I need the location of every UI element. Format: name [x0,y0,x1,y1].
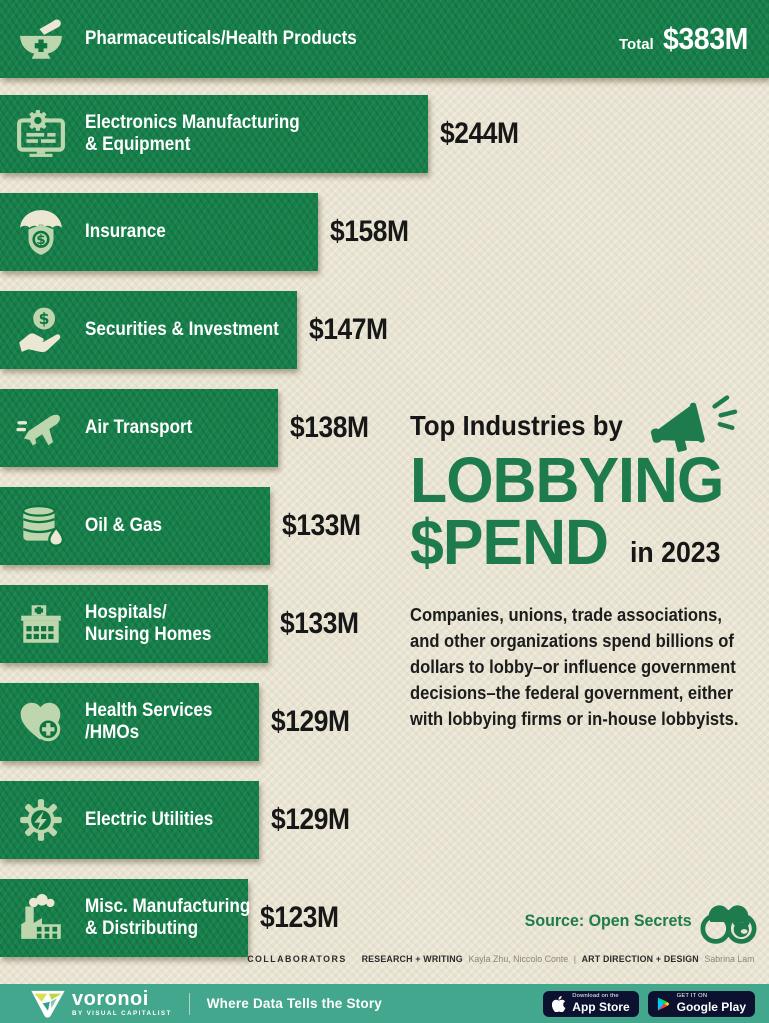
total-value: $383M [662,21,748,56]
open-secrets-binoculars-icon [700,905,757,944]
google-play-badge-text: GET IT ON Google Play [676,992,746,1015]
brand-name: voronoi [72,988,149,1011]
footer-divider [188,992,190,1015]
bar-row-3: $ Insurance $158M [0,193,769,271]
industry-bar: Misc. Manufacturing & Distributing [0,879,251,957]
megaphone-icon [651,395,738,452]
gear-bolt-icon [16,795,66,845]
collaborators-divider: | [574,954,577,965]
umbrella-shield-icon: $ [16,207,66,257]
industry-bar: Oil & Gas [0,487,270,565]
bar-value: $133M [282,509,361,542]
industry-label: Electric Utilities [85,808,214,830]
total-value-group: Total $383M [619,21,755,57]
app-store-badge[interactable]: Download on the App Store [543,990,639,1017]
collaborators-row: COLLABORATORS RESEARCH + WRITING Kayla Z… [248,954,755,965]
bar-row-7: Hospitals/Nursing Homes $133M [0,585,769,663]
industry-bar: Hospitals/Nursing Homes [0,585,268,663]
industry-label: Oil & Gas [85,514,162,536]
industry-label: Securities & Investment [85,318,279,340]
brand-subtitle: BY VISUAL CAPITALIST [72,1010,172,1018]
art-direction-label: ART DIRECTION + DESIGN [582,954,700,965]
industry-label: Pharmaceuticals/Health Products [85,27,357,49]
source-text: Source: Open Secrets [525,911,692,930]
google-play-big-text: Google Play [676,1000,746,1015]
app-store-big-text: App Store [572,1000,630,1015]
source-row: Source: Open Secrets [514,894,757,948]
industry-label: Insurance [85,220,166,242]
description-line-2: and other organizations spend billions o… [410,631,734,652]
industry-bar: $ Securities & Investment [0,291,297,369]
description-line-4: decisions–the federal government, either [410,683,734,704]
bar-value: $244M [440,117,519,150]
total-prefix: Total [618,36,654,53]
monitor-gear-icon [16,109,66,159]
title-block: Top Industries by LOBBYING $PEND in 2023… [410,395,762,732]
airplane-icon [16,403,66,453]
collaborators-heading: COLLABORATORS [247,954,348,965]
description-line-1: Companies, unions, trade associations, [410,605,722,626]
industry-label: Health Services/HMOs [85,699,213,743]
bar-value: $133M [280,607,359,640]
bar-value: $138M [290,411,369,444]
svg-text:$: $ [39,310,50,328]
research-writing-label: RESEARCH + WRITING [362,954,464,965]
bar-row-2: Electronics Manufacturing & Equipment $244… [0,95,769,173]
title-row-2: $PEND in 2023 [410,506,762,579]
google-play-small-text: GET IT ON [676,992,708,999]
industry-bar: Electric Utilities [0,781,259,859]
description-line-5: with lobbying firms or in-house lobbyist… [410,709,739,730]
google-play-icon [657,996,670,1011]
industry-bar: Air Transport [0,389,278,467]
bar-value: $158M [330,215,409,248]
bar-row-1: Pharmaceuticals/Health Products Total $383… [0,0,769,78]
industry-bar: Health Services/HMOs [0,683,259,761]
mortar-pestle-icon [16,14,66,64]
hospital-icon [16,599,66,649]
factory-icon [16,893,66,943]
title-kicker: Top Industries by [410,410,623,441]
app-store-badge-text: Download on the App Store [572,992,630,1015]
art-direction-names: Sabrina Lam [704,954,755,965]
bar-value: $147M [309,313,388,346]
title-kicker-row: Top Industries by [410,395,762,452]
store-badges: Download on the App Store GET IT ON Goog… [543,990,755,1017]
heart-plus-icon [16,697,66,747]
bar-value: $129M [271,705,350,738]
research-writing-names: Kayla Zhu, Niccolo Conte [468,954,569,965]
title-word-lobbying: LOBBYING [410,444,724,516]
industry-bar: Pharmaceuticals/Health Products Total $383… [0,0,769,78]
bar-row-10: Misc. Manufacturing & Distributing $123M [0,879,769,957]
svg-text:$: $ [36,232,45,248]
description: Companies, unions, trade associations, an… [410,602,762,732]
bar-value: $129M [271,803,350,836]
industry-bar: Electronics Manufacturing & Equipment [0,95,428,173]
title-year: in 2023 [630,537,721,570]
title-word-spend: $PEND [410,506,609,579]
voronoi-logo [31,990,65,1018]
google-play-badge[interactable]: GET IT ON Google Play [647,990,755,1017]
industry-label: Electronics Manufacturing & Equipment [85,111,300,155]
industry-label: Air Transport [85,416,193,438]
app-store-small-text: Download on the [572,992,619,999]
footer-bar: voronoi BY VISUAL CAPITALIST Where Data … [0,984,769,1023]
bar-row-8: Health Services/HMOs $129M [0,683,769,761]
bar-row-9: Electric Utilities $129M [0,781,769,859]
footer-tagline: Where Data Tells the Story [206,996,382,1011]
industry-label: Hospitals/Nursing Homes [85,601,212,645]
bar-row-4: $ Securities & Investment $147M [0,291,769,369]
industry-label: Misc. Manufacturing & Distributing [85,895,251,939]
bar-row-5: Air Transport $138M [0,389,769,467]
apple-icon [552,995,566,1012]
bar-value: $123M [260,901,339,934]
hand-coin-icon: $ [16,305,66,355]
description-line-3: dollars to lobby–or influence government [410,657,736,678]
brand-block: voronoi BY VISUAL CAPITALIST [72,989,172,1017]
oil-barrel-icon [16,501,66,551]
bar-row-6: Oil & Gas $133M [0,487,769,565]
industry-bar: $ Insurance [0,193,318,271]
